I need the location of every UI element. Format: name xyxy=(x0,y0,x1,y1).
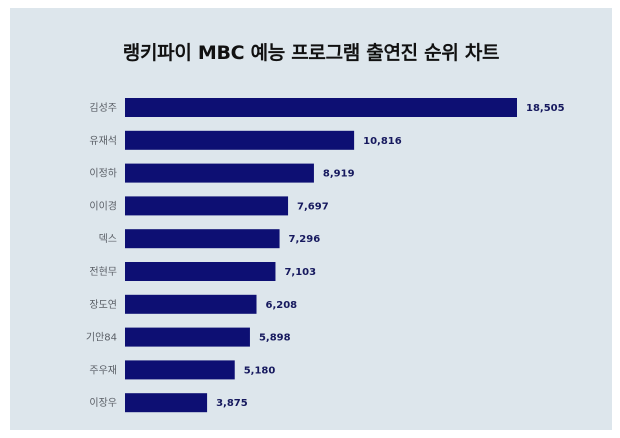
value-label: 5,898 xyxy=(259,333,291,344)
category-label: 장도연 xyxy=(89,299,117,311)
bar xyxy=(125,196,289,216)
bar xyxy=(125,130,355,150)
bar xyxy=(125,294,257,314)
bar xyxy=(125,98,517,117)
category-label: 전현무 xyxy=(89,266,117,278)
bar xyxy=(125,262,276,281)
chart-panel: 랭키파이 MBC 예능 프로그램 출연진 순위 차트 김성주 18,505 유재석 1… xyxy=(10,8,612,430)
category-label: 김성주 xyxy=(89,102,117,114)
category-label: 유재석 xyxy=(89,135,117,147)
category-label: 주우재 xyxy=(89,364,117,376)
bar xyxy=(125,327,250,347)
bar xyxy=(125,393,208,413)
bar-chart: 김성주 18,505 유재석 10,816 이정하 8,919 이이경 7,697 덱스 7,29… xyxy=(86,98,565,413)
value-label: 7,697 xyxy=(297,201,329,212)
category-label: 이정하 xyxy=(89,167,117,180)
value-label: 7,296 xyxy=(289,234,321,245)
value-label: 8,919 xyxy=(323,169,355,180)
value-label: 7,103 xyxy=(284,267,316,278)
value-label: 3,875 xyxy=(216,398,248,409)
value-label: 18,505 xyxy=(526,103,565,114)
bar xyxy=(125,229,280,249)
category-label: 이이경 xyxy=(89,199,117,212)
category-label: 기안84 xyxy=(86,332,117,344)
bar xyxy=(125,163,314,183)
bar xyxy=(125,360,235,380)
category-label: 덱스 xyxy=(99,233,117,245)
category-label: 이장우 xyxy=(89,397,117,409)
value-label: 5,180 xyxy=(244,365,276,376)
value-label: 6,208 xyxy=(266,300,298,311)
chart-title: 랭키파이 MBC 예능 프로그램 출연진 순위 차트 xyxy=(122,42,500,64)
value-label: 10,816 xyxy=(363,136,402,147)
